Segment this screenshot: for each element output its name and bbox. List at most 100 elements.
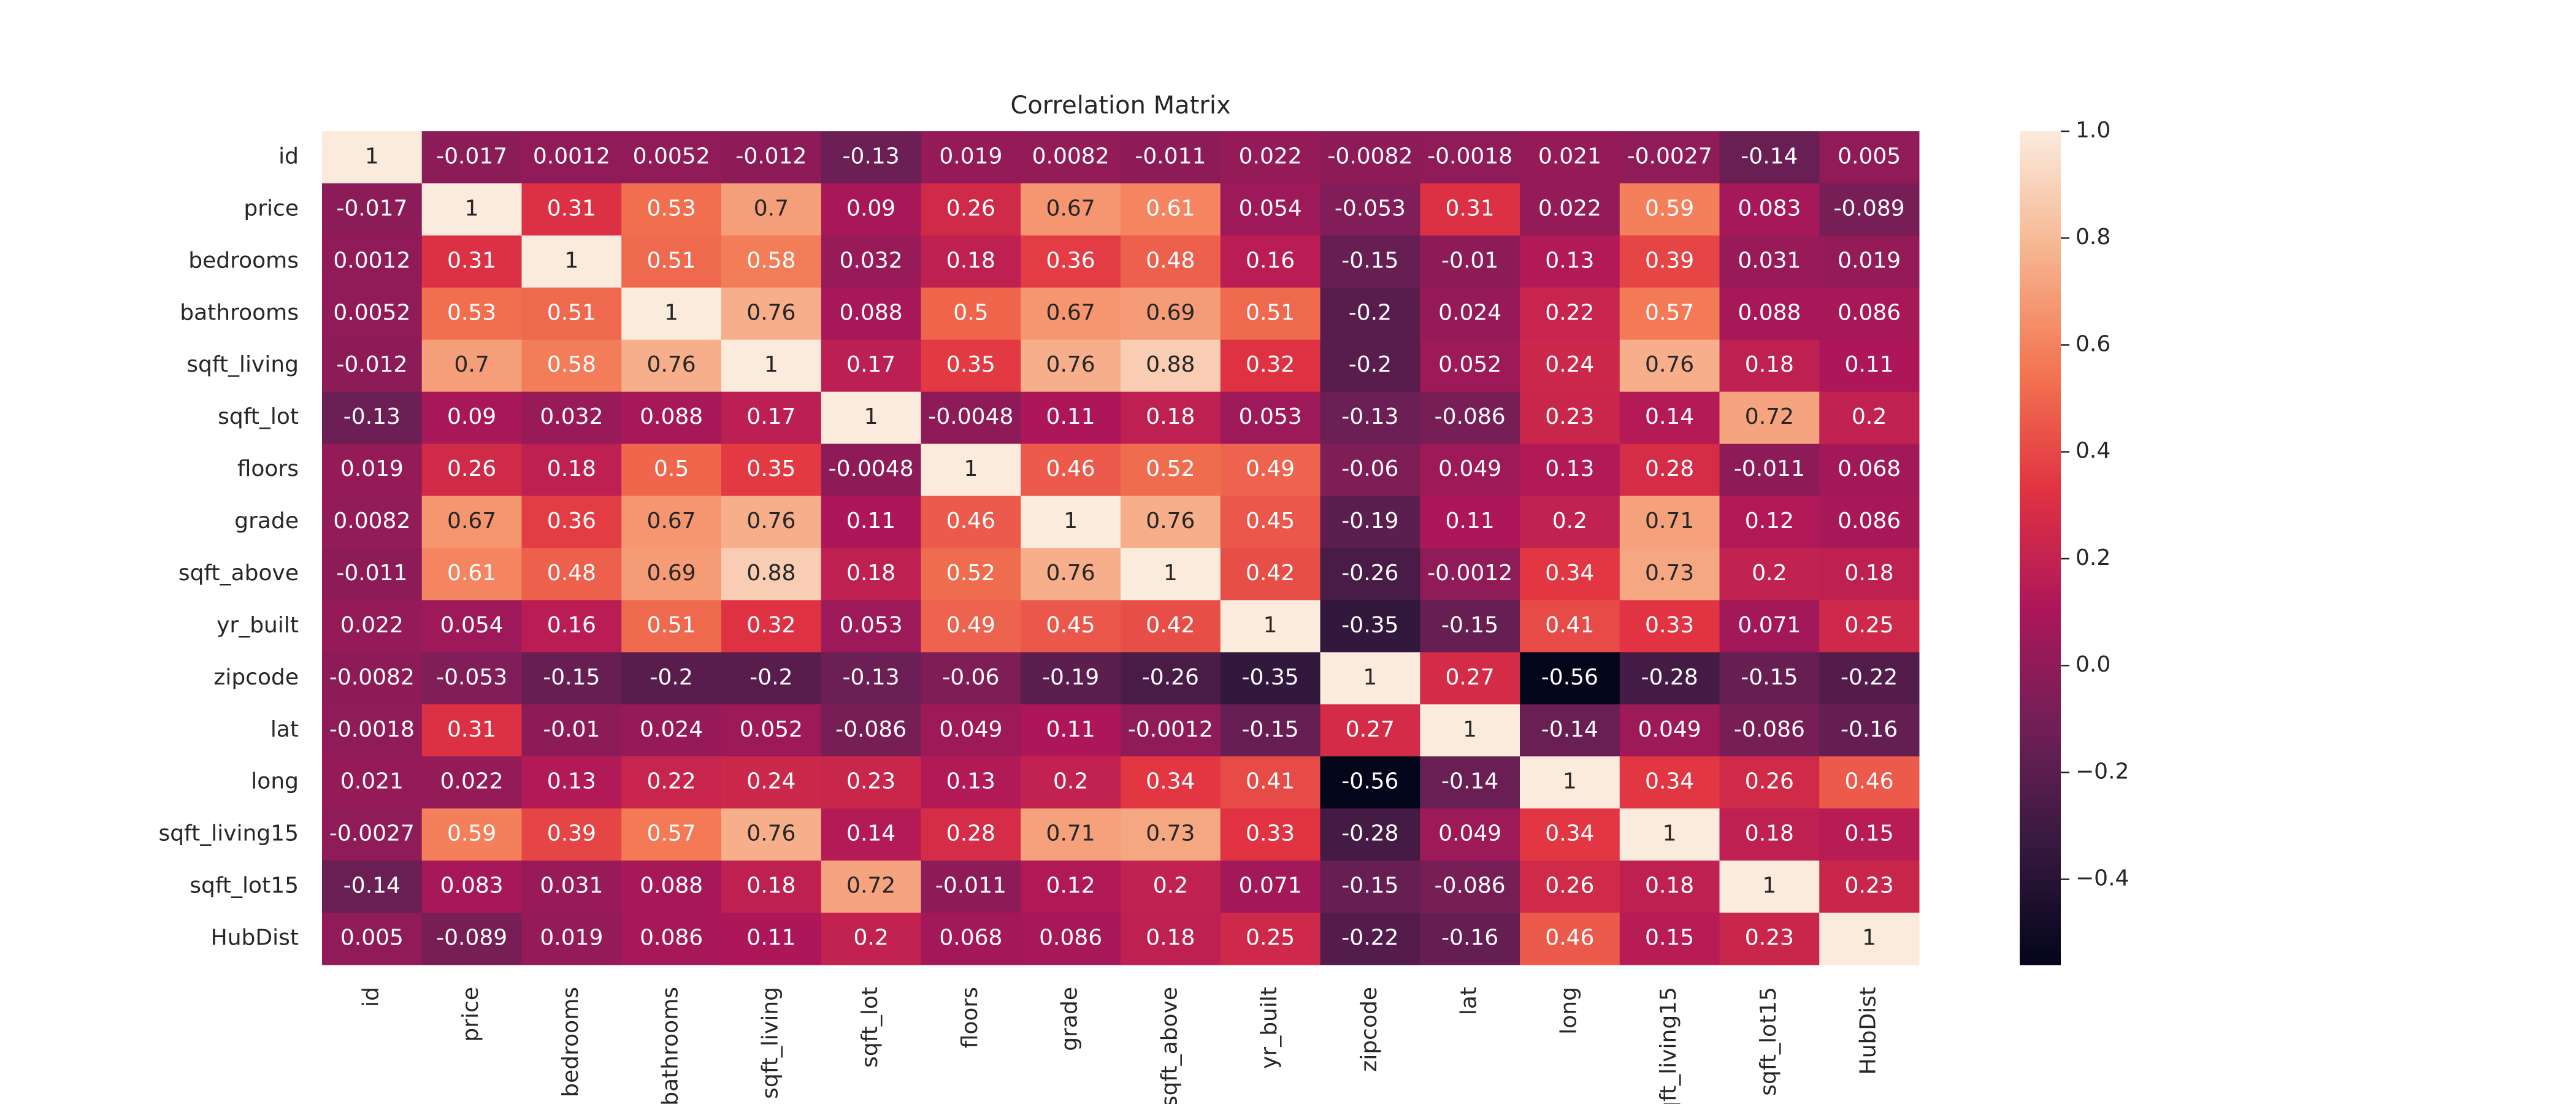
colorbar-segment bbox=[2020, 456, 2061, 461]
cell-label: 1 bbox=[1363, 665, 1377, 690]
heatmap-cell bbox=[322, 287, 423, 340]
cell-label: 0.52 bbox=[946, 561, 995, 586]
heatmap-cell bbox=[1021, 600, 1121, 653]
colorbar-tick-label: 0.4 bbox=[2076, 439, 2110, 464]
colorbar-segment bbox=[2020, 769, 2061, 774]
colorbar-segment bbox=[2020, 806, 2061, 811]
cell-label: -0.19 bbox=[1341, 508, 1398, 534]
colorbar-segment bbox=[2020, 243, 2061, 248]
colorbar-segment bbox=[2020, 151, 2061, 157]
heatmap-cell bbox=[1719, 652, 1820, 705]
heatmap-cell bbox=[921, 287, 1021, 340]
cell-label: 0.032 bbox=[540, 404, 603, 429]
heatmap-cell bbox=[721, 287, 822, 340]
cell-label: -0.2 bbox=[1349, 300, 1392, 325]
heatmap-cell bbox=[1320, 861, 1420, 913]
cell-label: -0.011 bbox=[336, 561, 407, 586]
colorbar-segment bbox=[2020, 239, 2061, 245]
cell-label: 0.0052 bbox=[633, 144, 710, 169]
cell-label: 0.67 bbox=[447, 508, 496, 534]
heatmap-cell bbox=[621, 287, 722, 340]
heatmap-cell bbox=[1021, 548, 1121, 600]
colorbar-segment bbox=[2020, 469, 2061, 473]
colorbar-segment bbox=[2020, 602, 2061, 607]
colorbar-segment bbox=[2020, 861, 2061, 865]
cell-label: 0.18 bbox=[1845, 561, 1894, 586]
cell-label: 0.69 bbox=[1146, 300, 1195, 325]
cell-label: 0.13 bbox=[946, 769, 995, 794]
colorbar-segment bbox=[2020, 464, 2061, 469]
cell-label: 0.049 bbox=[939, 717, 1002, 742]
heatmap-cell bbox=[1420, 339, 1520, 393]
heatmap-cell bbox=[521, 600, 622, 653]
cell-label: 0.76 bbox=[746, 300, 795, 325]
heatmap-cell bbox=[1420, 548, 1520, 600]
cell-label: 0.28 bbox=[1645, 456, 1694, 481]
x-tick-label: sqft_above bbox=[1157, 987, 1182, 1104]
heatmap-cell bbox=[721, 183, 822, 236]
colorbar-tick-label: −0.4 bbox=[2076, 866, 2129, 891]
heatmap-cell bbox=[421, 913, 522, 965]
heatmap-cell bbox=[821, 287, 921, 340]
cell-label: 0.17 bbox=[746, 404, 795, 429]
colorbar-segment bbox=[2020, 702, 2061, 707]
colorbar-segment bbox=[2020, 898, 2061, 903]
heatmap-cell bbox=[721, 131, 822, 184]
x-tick-label: sqft_lot15 bbox=[1756, 987, 1781, 1096]
colorbar-segment bbox=[2020, 669, 2061, 673]
colorbar-segment bbox=[2020, 439, 2061, 445]
colorbar-segment bbox=[2020, 385, 2061, 390]
heatmap-cell bbox=[1819, 913, 1920, 965]
colorbar-segment bbox=[2020, 673, 2061, 678]
cell-label: 0.18 bbox=[1146, 404, 1195, 429]
colorbar-segment bbox=[2020, 339, 2061, 345]
cell-label: 0.032 bbox=[840, 248, 903, 273]
colorbar-segment bbox=[2020, 431, 2061, 436]
heatmap-cell bbox=[1719, 235, 1820, 288]
cell-label: -0.15 bbox=[543, 665, 600, 690]
colorbar-segment bbox=[2020, 761, 2061, 765]
cell-label: 0.73 bbox=[1146, 821, 1195, 846]
heatmap-cell bbox=[621, 131, 722, 184]
cell-label: 0.76 bbox=[1046, 352, 1095, 377]
heatmap-cell bbox=[1819, 391, 1920, 445]
cell-label: 0.23 bbox=[846, 769, 895, 794]
colorbar-segment bbox=[2020, 569, 2061, 573]
heatmap-cell bbox=[1121, 339, 1221, 393]
cell-label: -0.2 bbox=[749, 665, 792, 690]
cell-label: 0.068 bbox=[939, 926, 1002, 951]
cell-label: 0.48 bbox=[1146, 248, 1195, 273]
x-tick-label: long bbox=[1556, 987, 1581, 1035]
colorbar-segment bbox=[2020, 164, 2061, 169]
colorbar-segment bbox=[2020, 623, 2061, 628]
cell-label: -0.0012 bbox=[1128, 717, 1213, 742]
heatmap-cell bbox=[1121, 861, 1221, 913]
cell-label: -0.13 bbox=[843, 665, 900, 690]
x-tick-label: yr_built bbox=[1257, 987, 1282, 1069]
cell-label: -0.01 bbox=[1441, 248, 1498, 273]
colorbar-segment bbox=[2020, 831, 2061, 836]
cell-label: -0.14 bbox=[343, 873, 401, 899]
heatmap-cell bbox=[621, 183, 722, 236]
y-tick-label: lat bbox=[270, 717, 299, 742]
heatmap-cell bbox=[1719, 861, 1820, 913]
x-tick-label: grade bbox=[1057, 987, 1083, 1051]
heatmap-cell bbox=[821, 808, 921, 861]
heatmap-cell bbox=[1021, 913, 1121, 965]
cell-label: -0.0048 bbox=[829, 456, 914, 481]
cell-label: 0.0052 bbox=[333, 300, 410, 325]
cell-label: -0.14 bbox=[1541, 717, 1598, 742]
colorbar-segment bbox=[2020, 564, 2061, 570]
cell-label: -0.15 bbox=[1242, 717, 1299, 742]
colorbar-segment bbox=[2020, 556, 2061, 561]
cell-label: 0.054 bbox=[440, 613, 504, 638]
heatmap-cell bbox=[1819, 443, 1920, 497]
heatmap-cell bbox=[621, 756, 722, 809]
cell-label: -0.56 bbox=[1341, 769, 1398, 794]
colorbar-segment bbox=[2020, 223, 2061, 228]
cell-label: 0.13 bbox=[547, 769, 596, 794]
colorbar-segment bbox=[2020, 506, 2061, 511]
colorbar-segment bbox=[2020, 606, 2061, 611]
colorbar-segment bbox=[2020, 214, 2061, 220]
colorbar-segment bbox=[2020, 935, 2061, 940]
